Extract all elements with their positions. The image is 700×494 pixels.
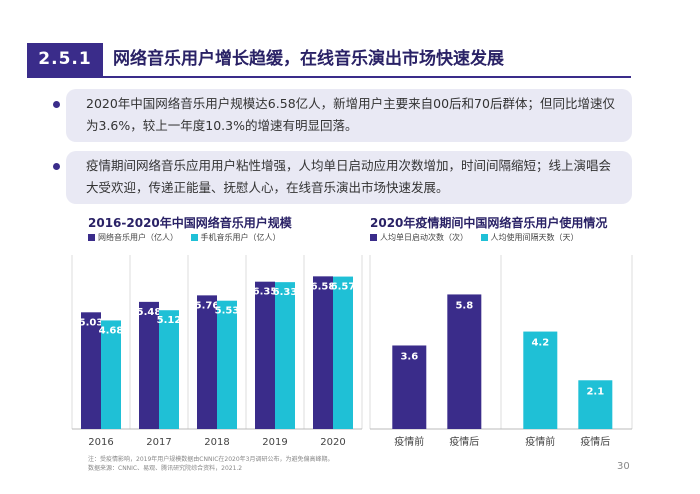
legend-swatch-icon [88,234,95,241]
data-label: 4.68 [99,325,124,336]
data-label: 5.12 [157,315,182,326]
bar-interval-1 [578,380,613,429]
bar-2017-network [139,301,159,429]
chart1-legend: 网络音乐用户（亿人） 手机音乐用户（亿人） [88,232,291,243]
x-tick-label: 2016 [88,437,113,448]
chart2-legend: 人均单日启动次数（次） 人均使用间隔天数（天） [370,232,589,243]
bullet-dot-icon [53,101,60,108]
x-tick-label: 疫情前 [525,435,555,448]
x-tick-label: 疫情后 [580,435,610,448]
data-label: 6.58 [311,281,336,292]
data-label: 5.48 [137,307,162,318]
legend-swatch-icon [370,234,377,241]
chart1-plot: 5.034.68 2016 5.485.12 2017 5.765.53 2018 6.35… [71,255,363,448]
bar-2017-mobile [159,310,179,429]
chart1-legend-item-2: 手机音乐用户（亿人） [190,233,281,242]
header-rule [27,76,631,78]
bar-2020-mobile [333,276,353,429]
bullet-text-2: 疫情期间网络音乐应用用户粘性增强，人均单日启动应用次数增加，时间间隔缩短；线上演… [86,158,612,195]
legend-swatch-icon [480,234,488,241]
data-label: 6.35 [253,287,278,298]
footnote: 注：受疫情影响，2019年用户规模数据由CNNIC在2020年3月调研公布，为避… [88,455,333,473]
data-label: 6.57 [331,282,356,293]
chart2-title: 2020年疫情期间中国网络音乐用户使用情况 [370,216,608,230]
chart2-legend-item-1: 人均单日启动次数（次） [370,233,468,242]
legend-swatch-icon [190,234,198,241]
footnote-line-2: 数据来源：CNNIC、易观、腾讯研究院综合资料，2021.2 [88,465,243,472]
bullet-text-1: 2020年中国网络音乐用户规模达6.58亿人，新增用户主要来自00后和70后群体… [86,96,615,133]
footnote-line-1: 注：受疫情影响，2019年用户规模数据由CNNIC在2020年3月调研公布，为避… [88,456,334,463]
chart2-plot: 3.6 疫情前 5.8 疫情后 4.2 疫情前 2.1 疫情后 [369,255,633,448]
bar-launches-1 [447,294,482,429]
data-label: 5.53 [215,306,240,317]
data-label: 4.2 [531,338,549,349]
bar-2020-network [313,276,333,429]
bar-2016-network [81,312,101,429]
section-header: 2.5.1 网络音乐用户增长趋缓，在线音乐演出市场快速发展 [27,43,631,78]
bar-2019-network [255,281,275,429]
bar-interval-0 [523,331,558,429]
chart1-legend-item-1: 网络音乐用户（亿人） [88,233,178,242]
bullet-box-2: 疫情期间网络音乐应用用户粘性增强，人均单日启动应用次数增加，时间间隔缩短；线上演… [53,151,632,204]
chart1-title: 2016-2020年中国网络音乐用户规模 [88,216,292,230]
x-tick-label: 疫情后 [449,435,479,448]
section-title: 网络音乐用户增长趋缓，在线音乐演出市场快速发展 [113,49,504,69]
chart2-legend-item-2: 人均使用间隔天数（天） [480,233,579,242]
page-number: 30 [617,461,630,472]
x-tick-label: 2019 [262,437,287,448]
data-label: 6.33 [273,287,298,298]
bar-2016-mobile [101,320,121,429]
x-tick-label: 2018 [204,437,229,448]
section-number: 2.5.1 [27,43,103,76]
x-tick-label: 2020 [320,437,345,448]
x-tick-label: 2017 [146,437,171,448]
bar-2018-mobile [217,300,237,429]
data-label: 5.76 [195,300,220,311]
data-label: 5.03 [79,317,104,328]
bullet-dot-icon [53,163,60,170]
bar-2019-mobile [275,282,295,429]
data-label: 3.6 [400,351,418,362]
x-tick-label: 疫情前 [394,435,424,448]
bar-launches-0 [392,345,427,429]
bar-2018-network [197,295,217,429]
data-label: 2.1 [586,386,604,397]
bullet-box-1: 2020年中国网络音乐用户规模达6.58亿人，新增用户主要来自00后和70后群体… [53,89,632,142]
data-label: 5.8 [455,300,473,311]
